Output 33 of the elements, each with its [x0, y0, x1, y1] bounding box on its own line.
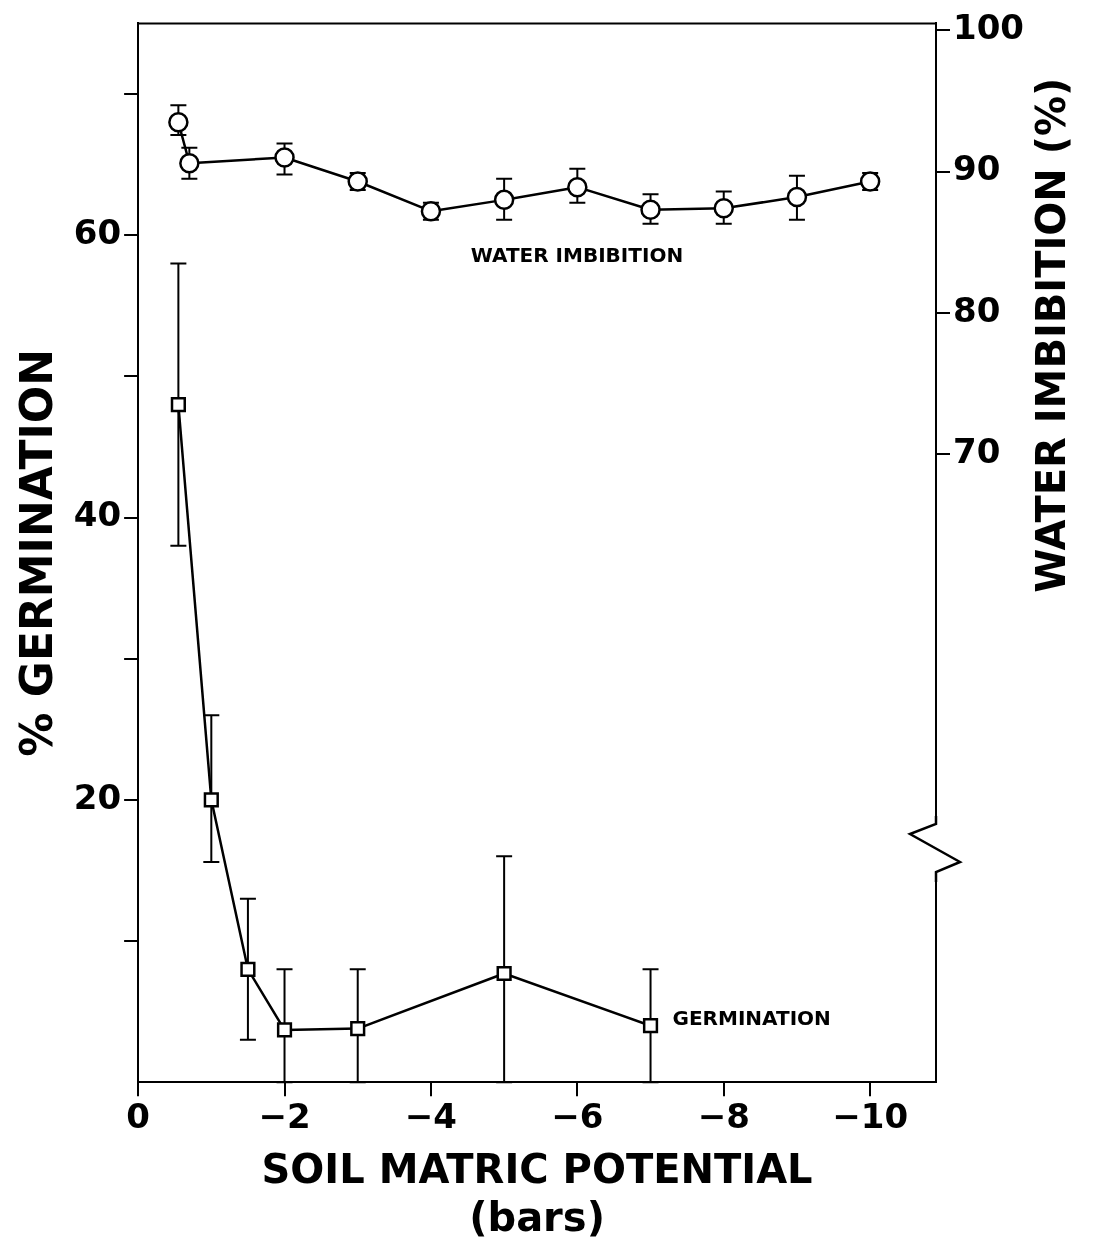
point	[642, 1018, 659, 1034]
point	[170, 396, 186, 413]
y-tick-label: 20	[73, 776, 122, 817]
point	[350, 1020, 366, 1037]
point	[240, 961, 256, 977]
point	[493, 189, 515, 211]
x-tick-label: −2	[258, 1096, 311, 1137]
x-tick-label: 0	[126, 1096, 150, 1137]
point	[640, 199, 661, 220]
series-label: GERMINATION	[672, 1005, 831, 1030]
x-tick-label: −8	[697, 1096, 750, 1137]
y2-tick-label: 90	[953, 148, 1001, 189]
point	[496, 965, 512, 982]
series-label: WATER IMBIBITION	[470, 242, 684, 267]
y2-tick-label: 100	[953, 7, 1025, 48]
x-axis-title: SOIL MATRIC POTENTIAL (bars)	[261, 1146, 813, 1241]
point	[276, 1022, 293, 1038]
x-tick-label: −6	[551, 1096, 604, 1137]
x-tick-label: −4	[404, 1096, 458, 1137]
point	[786, 186, 808, 208]
x-tick-label: −10	[832, 1096, 909, 1137]
y-axis-title: % GERMINATION	[10, 348, 62, 757]
point	[179, 152, 200, 174]
point	[274, 147, 295, 168]
y2-tick-label: 70	[953, 430, 1001, 471]
y2-axis-title: WATER IMBIBITION (%)	[1028, 77, 1075, 593]
y-tick-label: 40	[73, 494, 122, 535]
y2-tick-label: 80	[953, 289, 1001, 330]
y-tick-label: 60	[73, 211, 122, 252]
point	[713, 198, 734, 219]
point	[168, 111, 189, 133]
point	[203, 792, 219, 808]
point	[567, 176, 588, 198]
